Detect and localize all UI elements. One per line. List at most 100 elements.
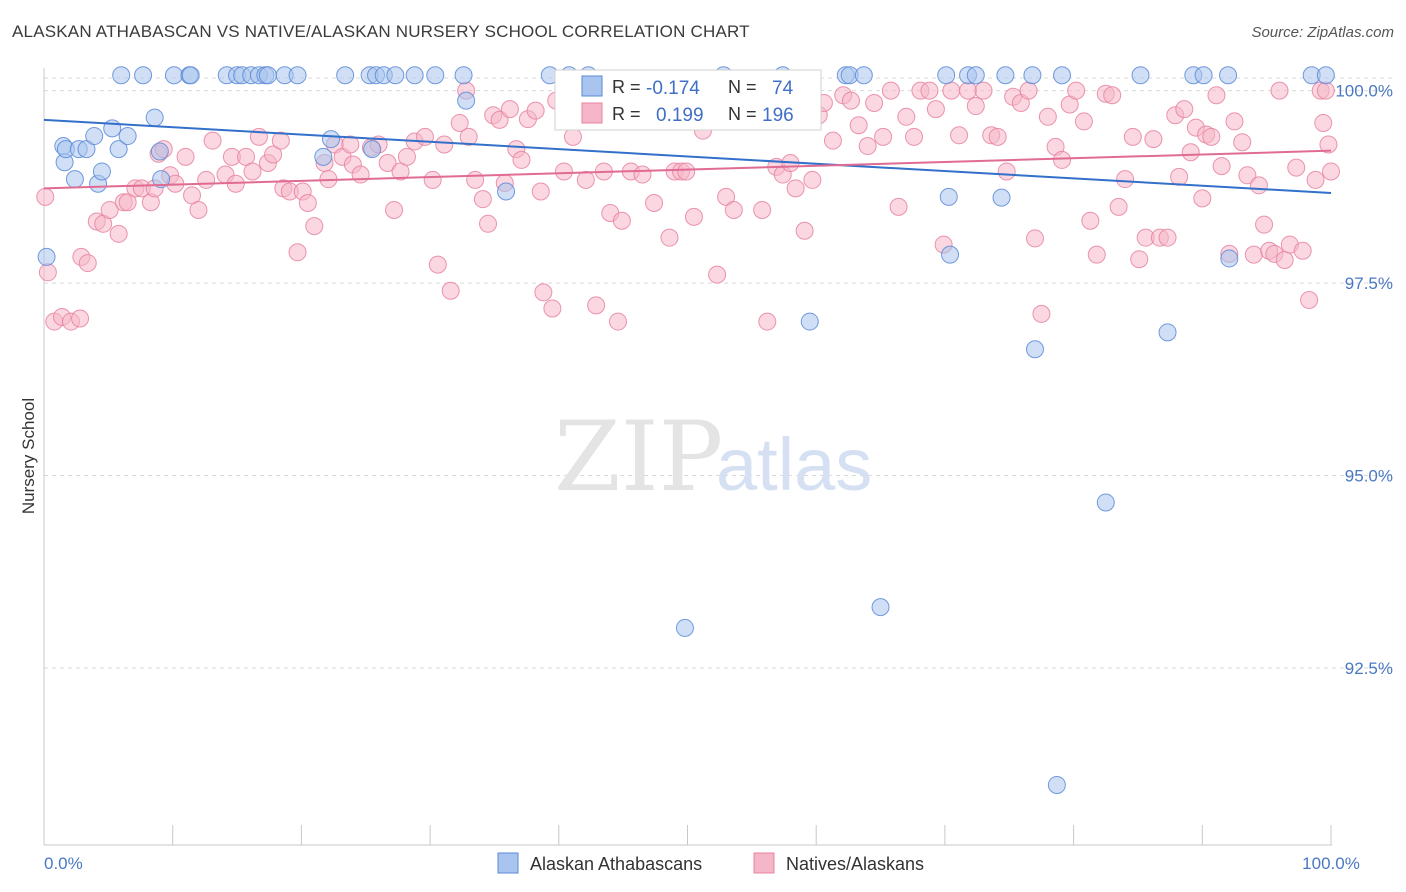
native-point-52 (385, 200, 404, 219)
native-point-128 (959, 81, 978, 100)
native-point-146 (1087, 245, 1106, 264)
native-point-51 (378, 153, 397, 172)
native-point-166 (1212, 157, 1231, 176)
athabascan-point-67 (1158, 323, 1177, 342)
stats-r-value-2: 0.199 (656, 105, 704, 126)
stats-r-label-1: R = (612, 77, 641, 97)
watermark: ZIP atlas (554, 401, 872, 513)
stats-n-label-2: N = (728, 104, 757, 124)
native-point-72 (512, 150, 531, 169)
native-point-102 (758, 312, 777, 331)
y-tick-label-3: 92.5% (1345, 659, 1393, 678)
native-point-1 (38, 263, 57, 282)
native-point-123 (920, 81, 939, 100)
native-point-180 (1293, 241, 1312, 260)
athabascan-point-73 (1316, 66, 1335, 85)
stats-box: R = -0.174 N = 74 R = 0.199 N = 196 (554, 69, 822, 131)
native-point-124 (926, 100, 945, 119)
y-tick-label-2: 95.0% (1345, 467, 1393, 486)
athabascan-point-10 (103, 119, 122, 138)
athabascan-point-46 (675, 618, 694, 637)
athabascan-point-38 (405, 66, 424, 85)
athabascan-point-58 (966, 66, 985, 85)
native-point-181 (1300, 291, 1319, 310)
athabascan-point-60 (996, 66, 1015, 85)
native-point-121 (905, 127, 924, 146)
native-point-40 (298, 194, 317, 213)
legend-label-blue: Alaskan Athabascans (530, 854, 702, 874)
native-point-132 (988, 127, 1007, 146)
athabascan-point-42 (497, 182, 516, 201)
native-point-179 (1287, 158, 1306, 177)
native-point-138 (1032, 304, 1051, 323)
x-tick-label-0: 0.0% (44, 854, 83, 873)
native-point-177 (1275, 250, 1294, 269)
stats-swatch-pink (581, 102, 603, 124)
native-point-48 (351, 165, 370, 184)
athabascan-point-31 (322, 130, 341, 149)
athabascan-point-53 (871, 598, 890, 617)
native-point-97 (708, 265, 727, 284)
chart-title: ALASKAN ATHABASCAN VS NATIVE/ALASKAN NUR… (12, 22, 750, 41)
athabascan-point-55 (939, 187, 958, 206)
native-point-113 (841, 91, 860, 110)
native-point-7 (78, 254, 97, 273)
native-point-169 (1233, 133, 1252, 152)
native-point-185 (1316, 81, 1335, 100)
native-point-158 (1170, 167, 1189, 186)
stats-r-label-2: R = (612, 104, 641, 124)
native-point-133 (997, 162, 1016, 181)
native-point-159 (1175, 100, 1194, 119)
native-point-145 (1081, 211, 1100, 230)
athabascan-point-9 (92, 162, 111, 181)
athabascan-point-59 (992, 188, 1011, 207)
athabascan-point-65 (1096, 493, 1115, 512)
native-point-101 (753, 200, 772, 219)
native-point-88 (633, 165, 652, 184)
native-point-35 (271, 131, 290, 150)
native-point-186 (1319, 135, 1338, 154)
stats-n-value-1: 74 (772, 78, 794, 99)
native-point-130 (974, 81, 993, 100)
athabascan-point-56 (941, 245, 960, 264)
stats-swatch-blue (581, 75, 603, 97)
native-point-86 (612, 211, 631, 230)
trend-lines (43, 118, 1332, 195)
y-tick-label-0: 100.0% (1335, 82, 1393, 101)
native-point-58 (428, 255, 447, 274)
athabascan-point-37 (386, 66, 405, 85)
native-point-10 (100, 200, 119, 219)
native-point-126 (942, 81, 961, 100)
athabascan-point-30 (314, 147, 333, 166)
native-point-25 (197, 170, 216, 189)
athabascan-point-12 (118, 127, 137, 146)
native-point-54 (397, 147, 416, 166)
native-point-148 (1103, 86, 1122, 105)
watermark-zip: ZIP (554, 401, 723, 513)
native-point-172 (1249, 176, 1268, 195)
legend-swatch-pink (753, 852, 775, 874)
stats-n-label-1: N = (728, 77, 757, 97)
native-point-46 (341, 135, 360, 154)
native-point-118 (881, 81, 900, 100)
native-point-60 (441, 281, 460, 300)
athabascan-trend-line (43, 118, 1332, 195)
athabascan-point-18 (164, 66, 183, 85)
athabascan-point-17 (152, 170, 171, 189)
native-point-168 (1225, 112, 1244, 131)
athabascan-point-71 (1220, 249, 1239, 268)
y-axis-label: Nursery School (19, 398, 38, 514)
native-point-57 (423, 170, 442, 189)
athabascan-point-34 (363, 140, 382, 159)
native-point-108 (803, 170, 822, 189)
athabascan-point-0 (37, 247, 56, 266)
native-point-38 (288, 243, 307, 262)
native-point-119 (889, 197, 908, 216)
native-point-154 (1144, 130, 1163, 149)
native-point-79 (554, 162, 573, 181)
athabascan-point-11 (109, 140, 128, 159)
native-point-0 (36, 187, 55, 206)
native-point-120 (897, 107, 916, 126)
source-label: Source: ZipAtlas.com (1251, 24, 1394, 41)
native-point-114 (849, 116, 868, 135)
